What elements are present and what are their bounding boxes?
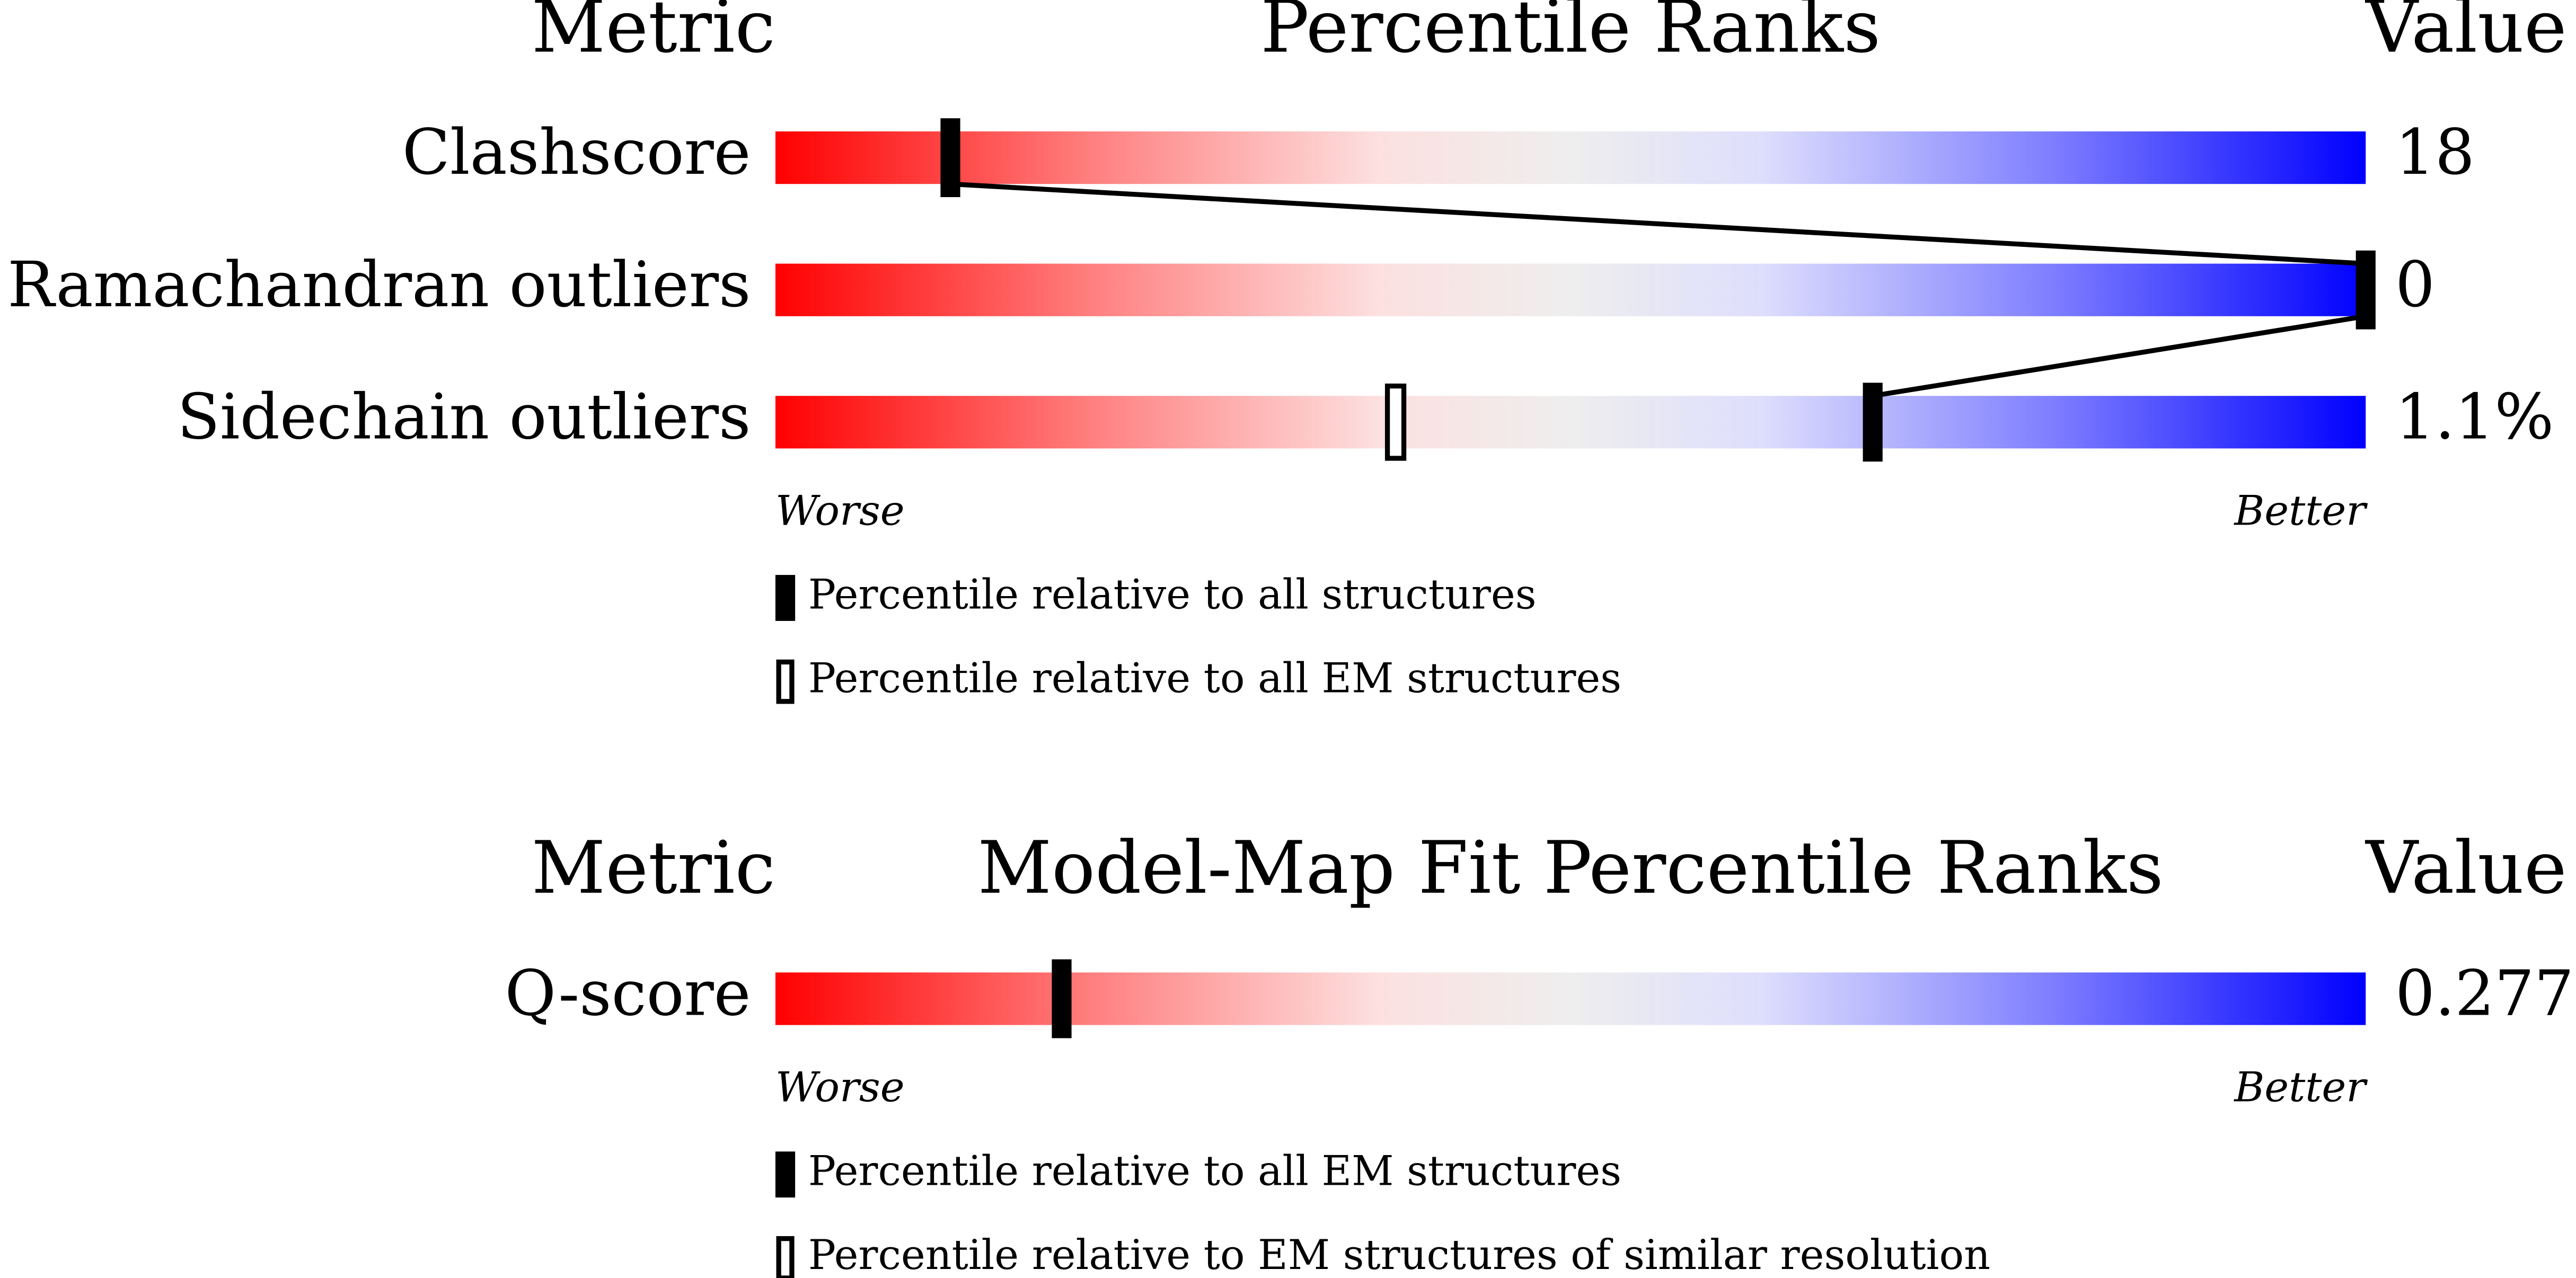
value-header: Value bbox=[2365, 826, 2566, 910]
bar-track bbox=[775, 131, 2366, 184]
marker-filled bbox=[940, 118, 960, 198]
marker-open bbox=[1384, 383, 1407, 461]
bar-track bbox=[775, 396, 2366, 449]
metric-label: Q-score bbox=[505, 957, 751, 1030]
better-label: Better bbox=[2233, 1064, 2368, 1112]
metric-header: Metric bbox=[532, 0, 775, 69]
worse-label: Worse bbox=[775, 1064, 905, 1112]
legend-label: Percentile relative to all EM structures bbox=[808, 655, 1621, 703]
marker-filled bbox=[1052, 959, 1072, 1039]
legend-swatch-filled bbox=[775, 575, 796, 621]
legend-label: Percentile relative to EM structures of … bbox=[808, 1231, 1990, 1278]
worse-label: Worse bbox=[775, 487, 905, 535]
metric-label: Clashscore bbox=[402, 116, 751, 189]
chart-title: Percentile Ranks bbox=[1260, 0, 1881, 69]
connector bbox=[950, 181, 2366, 267]
value-header: Value bbox=[2365, 0, 2566, 69]
metric-label: Sidechain outliers bbox=[177, 380, 751, 453]
legend-swatch-open bbox=[776, 659, 795, 704]
legend-label: Percentile relative to all EM structures bbox=[808, 1148, 1621, 1195]
metric-value: 1.1% bbox=[2395, 380, 2554, 453]
metric-label: Ramachandran outliers bbox=[7, 248, 751, 321]
legend-swatch-filled bbox=[775, 1151, 796, 1198]
connector bbox=[1872, 314, 2367, 398]
metric-header: Metric bbox=[532, 826, 775, 910]
bar-track bbox=[775, 263, 2366, 316]
better-label: Better bbox=[2233, 487, 2368, 535]
metric-value: 0.277 bbox=[2395, 957, 2574, 1030]
chart-title: Model-Map Fit Percentile Ranks bbox=[977, 826, 2163, 910]
metric-value: 18 bbox=[2395, 116, 2475, 189]
bar-track bbox=[775, 972, 2366, 1025]
metric-value: 0 bbox=[2395, 248, 2435, 321]
legend-label: Percentile relative to all structures bbox=[808, 571, 1537, 618]
marker-filled bbox=[1863, 383, 1883, 462]
legend-swatch-open bbox=[776, 1236, 795, 1278]
marker-filled bbox=[2356, 250, 2376, 330]
